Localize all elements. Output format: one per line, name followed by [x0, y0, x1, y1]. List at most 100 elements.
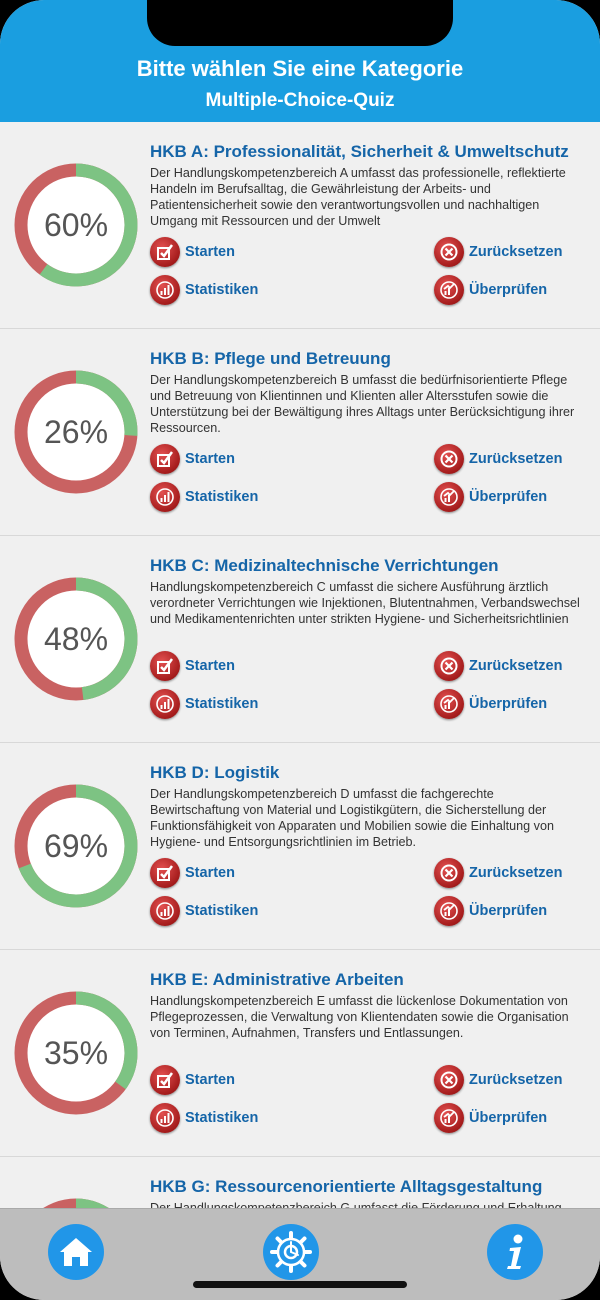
start-label: Starten — [185, 451, 235, 467]
reset-icon — [434, 1065, 464, 1095]
home-indicator[interactable] — [193, 1281, 407, 1288]
review-label: Überprüfen — [469, 903, 548, 919]
start-button[interactable]: Starten — [150, 236, 235, 268]
category-description: Handlungskompetenzbereich E umfasst die … — [150, 994, 569, 1040]
category-card[interactable]: HKB G: Ressourcenorientierte Alltagsgest… — [0, 1157, 600, 1208]
statistics-icon — [150, 896, 180, 926]
start-label: Starten — [185, 658, 235, 674]
progress-ring: 26% — [14, 370, 138, 494]
review-icon — [434, 896, 464, 926]
review-button[interactable]: Überprüfen — [434, 688, 547, 720]
gear-icon — [270, 1231, 312, 1273]
statistics-label: Statistiken — [185, 1110, 259, 1126]
reset-label: Zurücksetzen — [469, 865, 563, 881]
statistics-button[interactable]: Statistiken — [150, 1102, 258, 1134]
category-title[interactable]: HKB G: Ressourcenorientierte Alltagsgest… — [150, 1177, 543, 1196]
start-label: Starten — [185, 865, 235, 881]
statistics-button[interactable]: Statistiken — [150, 274, 258, 306]
progress-arc — [14, 991, 138, 1115]
statistics-button[interactable]: Statistiken — [150, 895, 258, 927]
home-button[interactable] — [48, 1224, 104, 1280]
category-card[interactable]: 26% HKB B: Pflege und Betreuung Der Handlu… — [0, 329, 600, 536]
progress-percent: 35% — [43, 1035, 109, 1071]
category-card[interactable]: 48% HKB C: Medizinaltechnische Verrichtun… — [0, 536, 600, 743]
review-button[interactable]: Überprüfen — [434, 274, 547, 306]
check-icon — [150, 1065, 180, 1095]
progress-percent: 60% — [43, 207, 109, 243]
category-description: Der Handlungskompetenzbereich A umfasst … — [150, 166, 566, 228]
progress-ring: 69% — [14, 784, 138, 908]
review-icon — [434, 275, 464, 305]
statistics-label: Statistiken — [185, 903, 259, 919]
statistics-button[interactable]: Statistiken — [150, 688, 258, 720]
category-title[interactable]: HKB D: Logistik — [150, 763, 280, 782]
review-icon — [434, 1103, 464, 1133]
review-button[interactable]: Überprüfen — [434, 1102, 547, 1134]
progress-arc — [14, 784, 138, 908]
check-icon — [150, 651, 180, 681]
reset-button[interactable]: Zurücksetzen — [434, 1064, 562, 1096]
reset-icon — [434, 651, 464, 681]
reset-label: Zurücksetzen — [469, 244, 563, 260]
category-card[interactable]: 35% HKB E: Administrative Arbeiten Handlun… — [0, 950, 600, 1157]
statistics-icon — [150, 482, 180, 512]
review-icon — [434, 689, 464, 719]
reset-button[interactable]: Zurücksetzen — [434, 236, 562, 268]
start-button[interactable]: Starten — [150, 650, 235, 682]
category-card[interactable]: 60% HKB A: Professionalität, Sicherheit &… — [0, 122, 600, 329]
category-title[interactable]: HKB C: Medizinaltechnische Verrichtungen — [150, 556, 499, 575]
header-bar: Bitte wählen Sie eine Kategorie Multiple… — [0, 0, 600, 122]
reset-button[interactable]: Zurücksetzen — [434, 857, 562, 889]
progress-arc — [14, 1198, 138, 1208]
check-icon — [150, 858, 180, 888]
reset-button[interactable]: Zurücksetzen — [434, 443, 562, 475]
progress-ring: 60% — [14, 163, 138, 287]
category-description: Der Handlungskompetenzbereich D umfasst … — [150, 787, 554, 849]
category-description: Handlungskompetenzbereich C umfasst die … — [150, 580, 580, 626]
statistics-button[interactable]: Statistiken — [150, 481, 258, 513]
statistics-icon — [150, 275, 180, 305]
check-icon — [150, 444, 180, 474]
reset-icon — [434, 858, 464, 888]
page-subtitle: Multiple-Choice-Quiz — [205, 90, 395, 111]
review-button[interactable]: Überprüfen — [434, 481, 547, 513]
category-description: Der Handlungskompetenzbereich B umfasst … — [150, 373, 575, 435]
start-button[interactable]: Starten — [150, 443, 235, 475]
category-list[interactable]: 60% HKB A: Professionalität, Sicherheit &… — [0, 122, 600, 1208]
review-label: Überprüfen — [469, 282, 548, 298]
start-label: Starten — [185, 1072, 235, 1088]
statistics-label: Statistiken — [185, 696, 259, 712]
category-description: Der Handlungskompetenzbereich G umfasst … — [150, 1201, 562, 1208]
statistics-label: Statistiken — [185, 282, 259, 298]
info-button[interactable] — [487, 1224, 543, 1280]
progress-arc — [14, 577, 138, 701]
progress-percent: 48% — [43, 621, 109, 657]
reset-label: Zurücksetzen — [469, 451, 563, 467]
category-title[interactable]: HKB A: Professionalität, Sicherheit & Um… — [150, 142, 569, 161]
start-button[interactable]: Starten — [150, 1064, 235, 1096]
statistics-icon — [150, 1103, 180, 1133]
check-icon — [150, 237, 180, 267]
progress-ring — [14, 1198, 138, 1208]
reset-label: Zurücksetzen — [469, 658, 563, 674]
progress-percent: 26% — [43, 414, 109, 450]
info-icon — [507, 1234, 523, 1269]
home-icon — [60, 1238, 92, 1266]
category-title[interactable]: HKB B: Pflege und Betreuung — [150, 349, 391, 368]
progress-percent — [14, 1198, 138, 1208]
start-button[interactable]: Starten — [150, 857, 235, 889]
progress-arc — [14, 370, 138, 494]
review-button[interactable]: Überprüfen — [434, 895, 547, 927]
reset-label: Zurücksetzen — [469, 1072, 563, 1088]
category-card[interactable]: 69% HKB D: Logistik Der Handlungskompetenz… — [0, 743, 600, 950]
category-title[interactable]: HKB E: Administrative Arbeiten — [150, 970, 404, 989]
reset-button[interactable]: Zurücksetzen — [434, 650, 562, 682]
progress-percent: 69% — [43, 828, 109, 864]
reset-icon — [434, 444, 464, 474]
progress-arc — [14, 163, 138, 287]
progress-ring: 35% — [14, 991, 138, 1115]
page-title: Bitte wählen Sie eine Kategorie — [136, 56, 464, 81]
settings-button[interactable] — [263, 1224, 319, 1280]
review-label: Überprüfen — [469, 489, 548, 505]
